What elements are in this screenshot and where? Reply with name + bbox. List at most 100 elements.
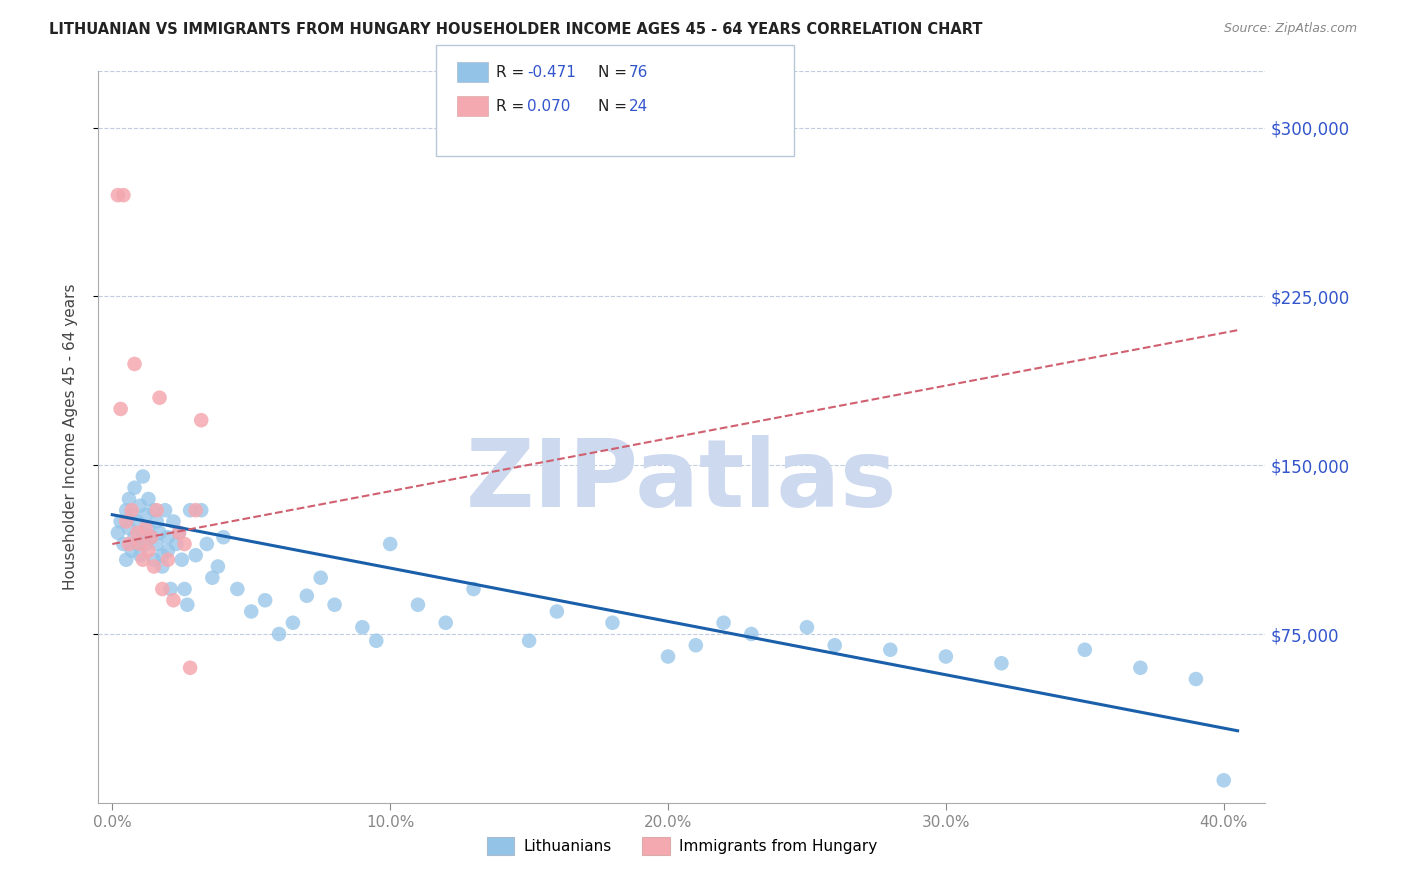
Point: [323, 598, 346, 612]
Point: [153, 503, 176, 517]
Point: [107, 525, 129, 540]
Point: [517, 633, 540, 648]
Point: [380, 537, 402, 551]
Point: [148, 525, 170, 540]
Point: [150, 548, 173, 562]
Point: [124, 481, 146, 495]
Point: [685, 638, 707, 652]
Point: [141, 530, 163, 544]
Point: [184, 548, 207, 562]
Text: LITHUANIAN VS IMMIGRANTS FROM HUNGARY HOUSEHOLDER INCOME AGES 45 - 64 YEARS CORR: LITHUANIAN VS IMMIGRANTS FROM HUNGARY HO…: [49, 22, 983, 37]
Point: [713, 615, 735, 630]
Point: [657, 649, 679, 664]
Point: [167, 525, 190, 540]
Text: 0.070: 0.070: [527, 99, 571, 113]
Point: [184, 503, 207, 517]
Point: [226, 582, 249, 596]
Point: [135, 537, 157, 551]
Point: [463, 582, 485, 596]
Point: [879, 642, 901, 657]
Point: [135, 521, 157, 535]
Text: Source: ZipAtlas.com: Source: ZipAtlas.com: [1223, 22, 1357, 36]
Point: [127, 525, 149, 540]
Point: [195, 537, 218, 551]
Point: [207, 559, 229, 574]
Point: [121, 503, 143, 517]
Text: -0.471: -0.471: [527, 65, 576, 79]
Point: [173, 582, 195, 596]
Point: [165, 537, 187, 551]
Point: [127, 537, 149, 551]
Point: [132, 553, 155, 567]
Point: [156, 543, 179, 558]
Point: [179, 503, 201, 517]
Point: [162, 515, 184, 529]
Point: [546, 605, 568, 619]
Text: R =: R =: [496, 99, 530, 113]
Point: [434, 615, 457, 630]
Point: [602, 615, 624, 630]
Point: [1129, 661, 1152, 675]
Point: [1074, 642, 1097, 657]
Point: [173, 537, 195, 551]
Point: [1212, 773, 1234, 788]
Point: [143, 553, 166, 567]
Point: [212, 530, 235, 544]
Point: [107, 188, 129, 202]
Point: [132, 469, 155, 483]
Point: [138, 521, 160, 535]
Point: [796, 620, 818, 634]
Point: [146, 515, 169, 529]
Point: [240, 605, 263, 619]
Point: [309, 571, 332, 585]
Point: [167, 525, 190, 540]
Point: [254, 593, 277, 607]
Point: [118, 491, 141, 506]
Text: N =: N =: [598, 65, 631, 79]
Point: [110, 401, 132, 416]
Point: [143, 503, 166, 517]
Point: [1185, 672, 1208, 686]
Point: [366, 633, 388, 648]
Point: [118, 537, 141, 551]
Point: [121, 508, 143, 522]
Point: [132, 525, 155, 540]
Point: [129, 548, 152, 562]
Point: [295, 589, 318, 603]
Text: R =: R =: [496, 65, 530, 79]
Point: [135, 508, 157, 522]
Point: [115, 515, 138, 529]
Point: [150, 559, 173, 574]
Point: [179, 661, 201, 675]
Point: [138, 491, 160, 506]
Point: [143, 559, 166, 574]
Point: [406, 598, 429, 612]
Point: [146, 503, 169, 517]
Point: [124, 530, 146, 544]
Point: [824, 638, 846, 652]
Text: N =: N =: [598, 99, 631, 113]
Point: [267, 627, 290, 641]
Point: [148, 391, 170, 405]
Point: [156, 553, 179, 567]
Point: [990, 657, 1012, 671]
Point: [740, 627, 762, 641]
Point: [170, 553, 193, 567]
Point: [115, 503, 138, 517]
Point: [129, 537, 152, 551]
Point: [112, 188, 135, 202]
Point: [150, 582, 173, 596]
Point: [159, 582, 181, 596]
Legend: Lithuanians, Immigrants from Hungary: Lithuanians, Immigrants from Hungary: [481, 831, 883, 861]
Point: [129, 499, 152, 513]
Point: [138, 543, 160, 558]
Point: [121, 543, 143, 558]
Point: [141, 530, 163, 544]
Point: [118, 521, 141, 535]
Point: [190, 413, 212, 427]
Point: [110, 515, 132, 529]
Y-axis label: Householder Income Ages 45 - 64 years: Householder Income Ages 45 - 64 years: [63, 284, 77, 591]
Point: [115, 553, 138, 567]
Point: [190, 503, 212, 517]
Text: 24: 24: [628, 99, 648, 113]
